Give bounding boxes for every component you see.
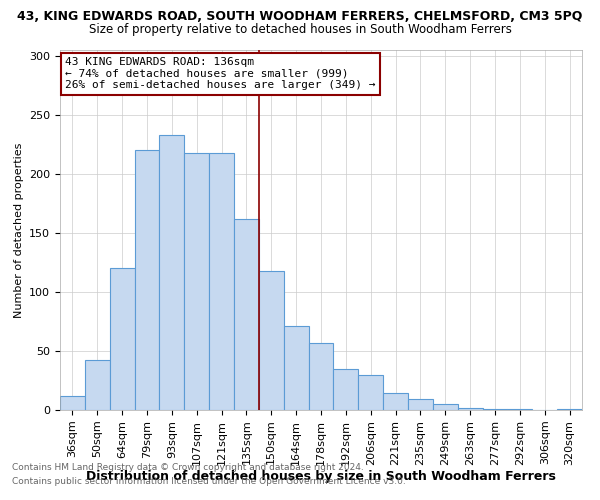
Text: Contains public sector information licensed under the Open Government Licence v3: Contains public sector information licen…	[12, 478, 406, 486]
Bar	[160, 135, 184, 410]
Bar	[284, 326, 308, 410]
Text: 43 KING EDWARDS ROAD: 136sqm
← 74% of detached houses are smaller (999)
26% of s: 43 KING EDWARDS ROAD: 136sqm ← 74% of de…	[65, 57, 376, 90]
Bar	[308, 342, 334, 410]
X-axis label: Distribution of detached houses by size in South Woodham Ferrers: Distribution of detached houses by size …	[86, 470, 556, 484]
Bar	[85, 360, 110, 410]
Bar	[508, 409, 532, 410]
Bar	[458, 408, 482, 410]
Bar	[134, 150, 160, 410]
Bar	[383, 394, 408, 410]
Bar	[408, 400, 433, 410]
Bar	[259, 270, 284, 410]
Text: 43, KING EDWARDS ROAD, SOUTH WOODHAM FERRERS, CHELMSFORD, CM3 5PQ: 43, KING EDWARDS ROAD, SOUTH WOODHAM FER…	[17, 10, 583, 23]
Bar	[358, 374, 383, 410]
Text: Contains HM Land Registry data © Crown copyright and database right 2024.: Contains HM Land Registry data © Crown c…	[12, 462, 364, 471]
Bar	[334, 368, 358, 410]
Bar	[433, 404, 458, 410]
Bar	[209, 152, 234, 410]
Text: Size of property relative to detached houses in South Woodham Ferrers: Size of property relative to detached ho…	[89, 22, 511, 36]
Y-axis label: Number of detached properties: Number of detached properties	[14, 142, 23, 318]
Bar	[482, 409, 508, 410]
Bar	[234, 219, 259, 410]
Bar	[557, 409, 582, 410]
Bar	[184, 152, 209, 410]
Bar	[110, 268, 134, 410]
Bar	[60, 396, 85, 410]
